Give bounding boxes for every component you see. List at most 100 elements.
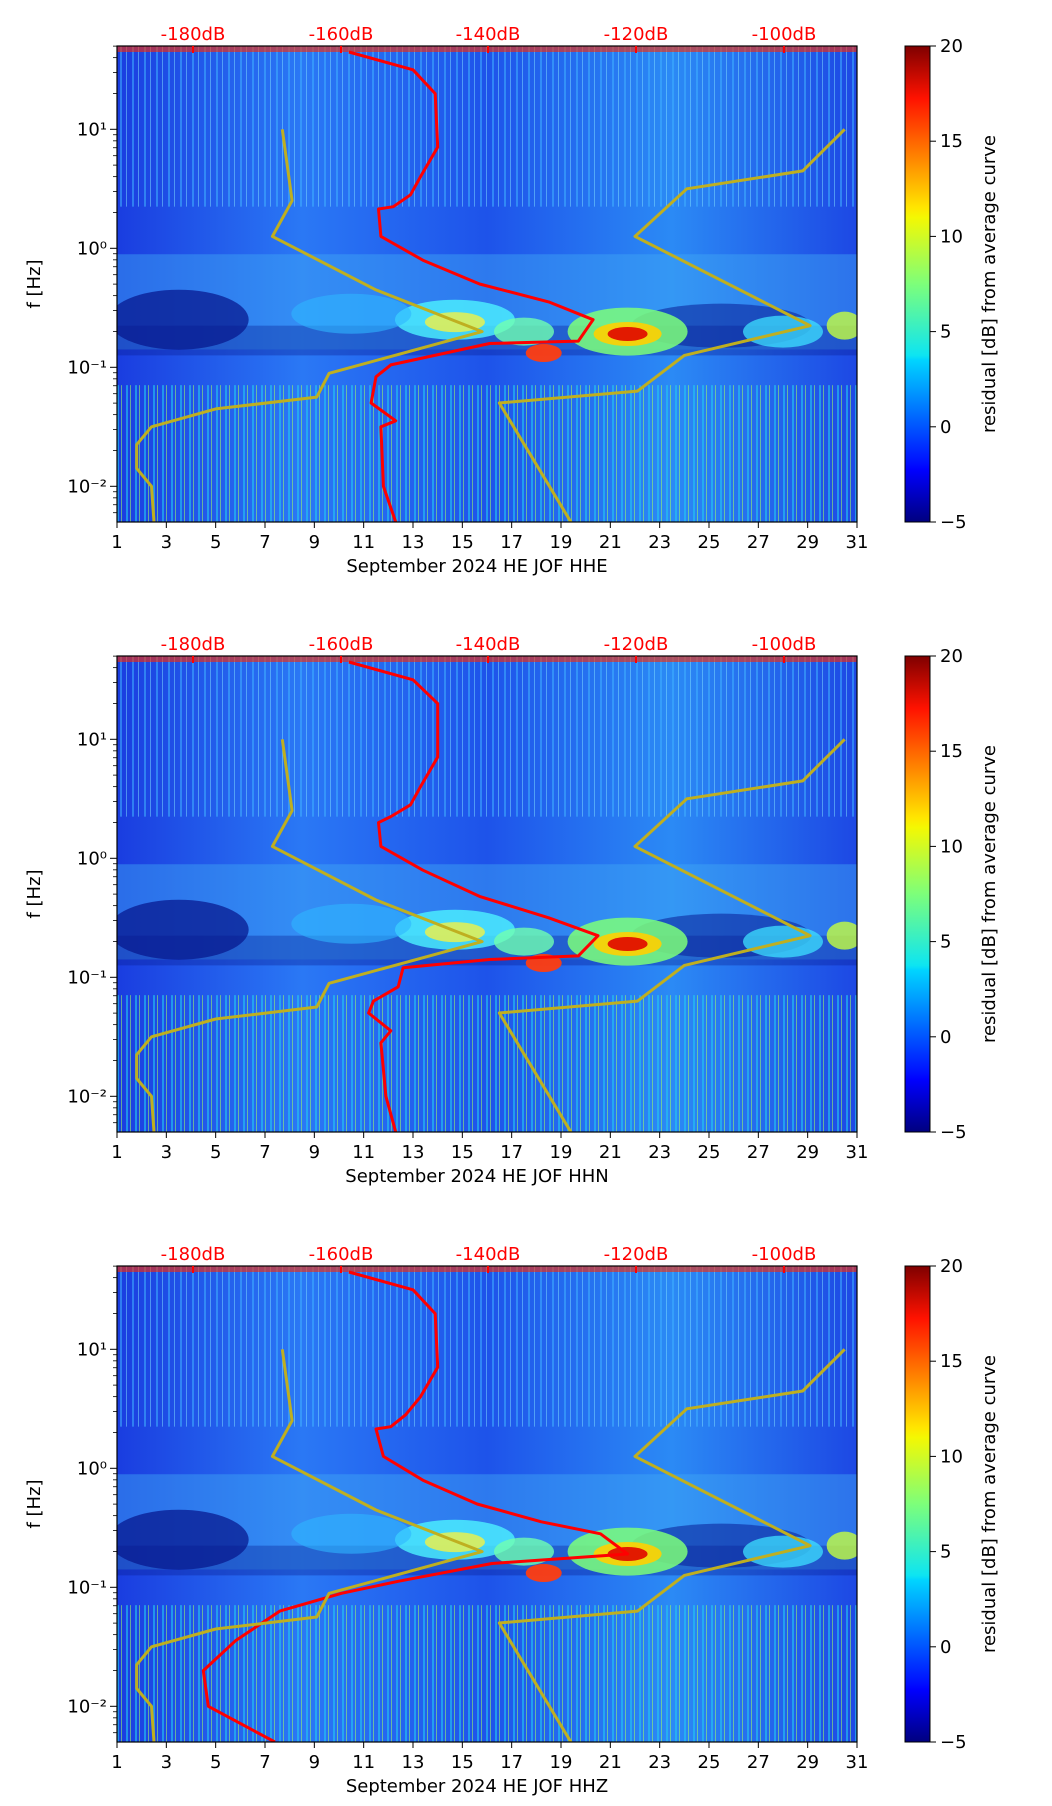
dark-region [117,289,249,350]
x-tick-label: 23 [648,1752,671,1773]
colorbar-tick-label: 10 [940,226,963,247]
x-tick-label: 17 [500,1752,523,1773]
series-olive [135,1349,484,1742]
storm-blob [826,921,857,950]
y-tick-label: 10¹ [77,119,107,140]
x-tick-label: 23 [648,1142,671,1163]
storm-blob [826,1531,857,1560]
colorbar-tick-label: 0 [940,1637,951,1658]
x-tick-label: 23 [648,532,671,553]
x-tick-label: 5 [210,532,221,553]
colorbar-tick-label: 20 [940,646,963,667]
colorbar-tick-label: 15 [940,1351,963,1372]
series-red [348,660,600,1132]
x-tick-label: 29 [796,1142,819,1163]
colorbar-tick-label: 5 [940,322,951,343]
x-tick-label: 21 [599,1752,622,1773]
colorbar-tick-label: 0 [940,1027,951,1048]
x-tick-label: 21 [599,1142,622,1163]
x-tick-label: 13 [402,1752,425,1773]
x-tick-label: 7 [259,1142,270,1163]
storm-blob [291,293,412,334]
storm-blob [607,326,648,341]
x-tick-label: 25 [698,1142,721,1163]
x-tick-label: 19 [550,532,573,553]
spectrogram [117,46,857,522]
x-tick-label: 3 [161,1752,172,1773]
x-tick-label: 5 [210,1142,221,1163]
x-tick-label: 9 [309,1752,320,1773]
y-tick-label: 10⁻¹ [67,967,107,988]
top-tick-label: -180dB [161,634,226,655]
x-tick-label: 11 [352,1142,375,1163]
colorbar [904,655,931,1133]
colorbar-tick-label: 5 [940,932,951,953]
stripe-texture-low [117,1605,857,1742]
stripe-texture [117,46,857,207]
storm-blob [525,1564,562,1583]
x-axis-label: September 2024 HE JOF HHZ [346,1776,608,1797]
y-tick-label: 10⁻² [67,476,107,497]
stripe-texture [117,656,857,817]
x-tick-label: 31 [846,1752,869,1773]
y-tick-label: 10⁰ [77,238,107,259]
x-tick-label: 3 [161,1142,172,1163]
x-tick-label: 15 [451,532,474,553]
x-tick-label: 13 [402,532,425,553]
x-tick-label: 11 [352,532,375,553]
colorbar-tick-label: −5 [940,512,967,533]
spectrogram [117,656,857,1132]
x-tick-label: 25 [698,1752,721,1773]
y-tick-label: 10⁰ [77,848,107,869]
top-tick-label: -120dB [604,634,669,655]
top-tick-label: -140dB [456,634,521,655]
x-tick-label: 7 [259,532,270,553]
x-tick-label: 1 [111,1142,122,1163]
colorbar-tick-label: 20 [940,36,963,57]
panel-1: 1 3 5 7 9 11 13 15 17 19 21 23 25 27 29 3110⁻²10⁻¹10⁰10… [24,634,1000,1187]
series-olive-right [497,1348,846,1742]
x-tick-label: 21 [599,532,622,553]
colorbar-tick-label: 15 [940,741,963,762]
y-tick-label: 10⁻¹ [67,1577,107,1598]
colorbar-label: residual [dB] from average curve [979,135,1000,433]
storm-blob [494,1537,554,1566]
top-tick-label: -140dB [456,1244,521,1265]
x-tick-label: 27 [747,1142,770,1163]
x-tick-label: 1 [111,1752,122,1773]
colorbar-label: residual [dB] from average curve [979,745,1000,1043]
colorbar-tick-label: 15 [940,131,963,152]
top-tick-label: -140dB [456,24,521,45]
series-olive [135,129,484,522]
x-tick-label: 15 [451,1142,474,1163]
x-tick-label: 15 [451,1752,474,1773]
dark-region [117,1509,249,1570]
x-tick-label: 17 [500,532,523,553]
colorbar-tick-label: −5 [940,1122,967,1143]
colorbar-tick-label: 10 [940,1446,963,1467]
x-tick-label: 19 [550,1142,573,1163]
x-axis-label: September 2024 HE JOF HHN [345,1166,608,1187]
storm-blob [607,936,648,951]
colorbar-tick-label: 0 [940,417,951,438]
top-tick-label: -120dB [604,24,669,45]
colorbar [904,1265,931,1743]
colorbar-tick-label: −5 [940,1732,967,1753]
x-tick-label: 5 [210,1752,221,1773]
series-red [348,50,595,522]
storm-blob [494,927,554,956]
x-tick-label: 1 [111,532,122,553]
x-tick-label: 9 [309,532,320,553]
series-olive-right [497,738,846,1132]
top-tick-label: -160dB [309,1244,374,1265]
x-tick-label: 19 [550,1752,573,1773]
colorbar-tick-label: 5 [940,1542,951,1563]
dark-region [117,899,249,960]
x-tick-label: 9 [309,1142,320,1163]
series-olive-right [497,128,846,522]
y-axis-label: f [Hz] [24,1479,45,1528]
x-tick-label: 11 [352,1752,375,1773]
spectrogram [117,1266,857,1742]
storm-blob [525,344,562,363]
